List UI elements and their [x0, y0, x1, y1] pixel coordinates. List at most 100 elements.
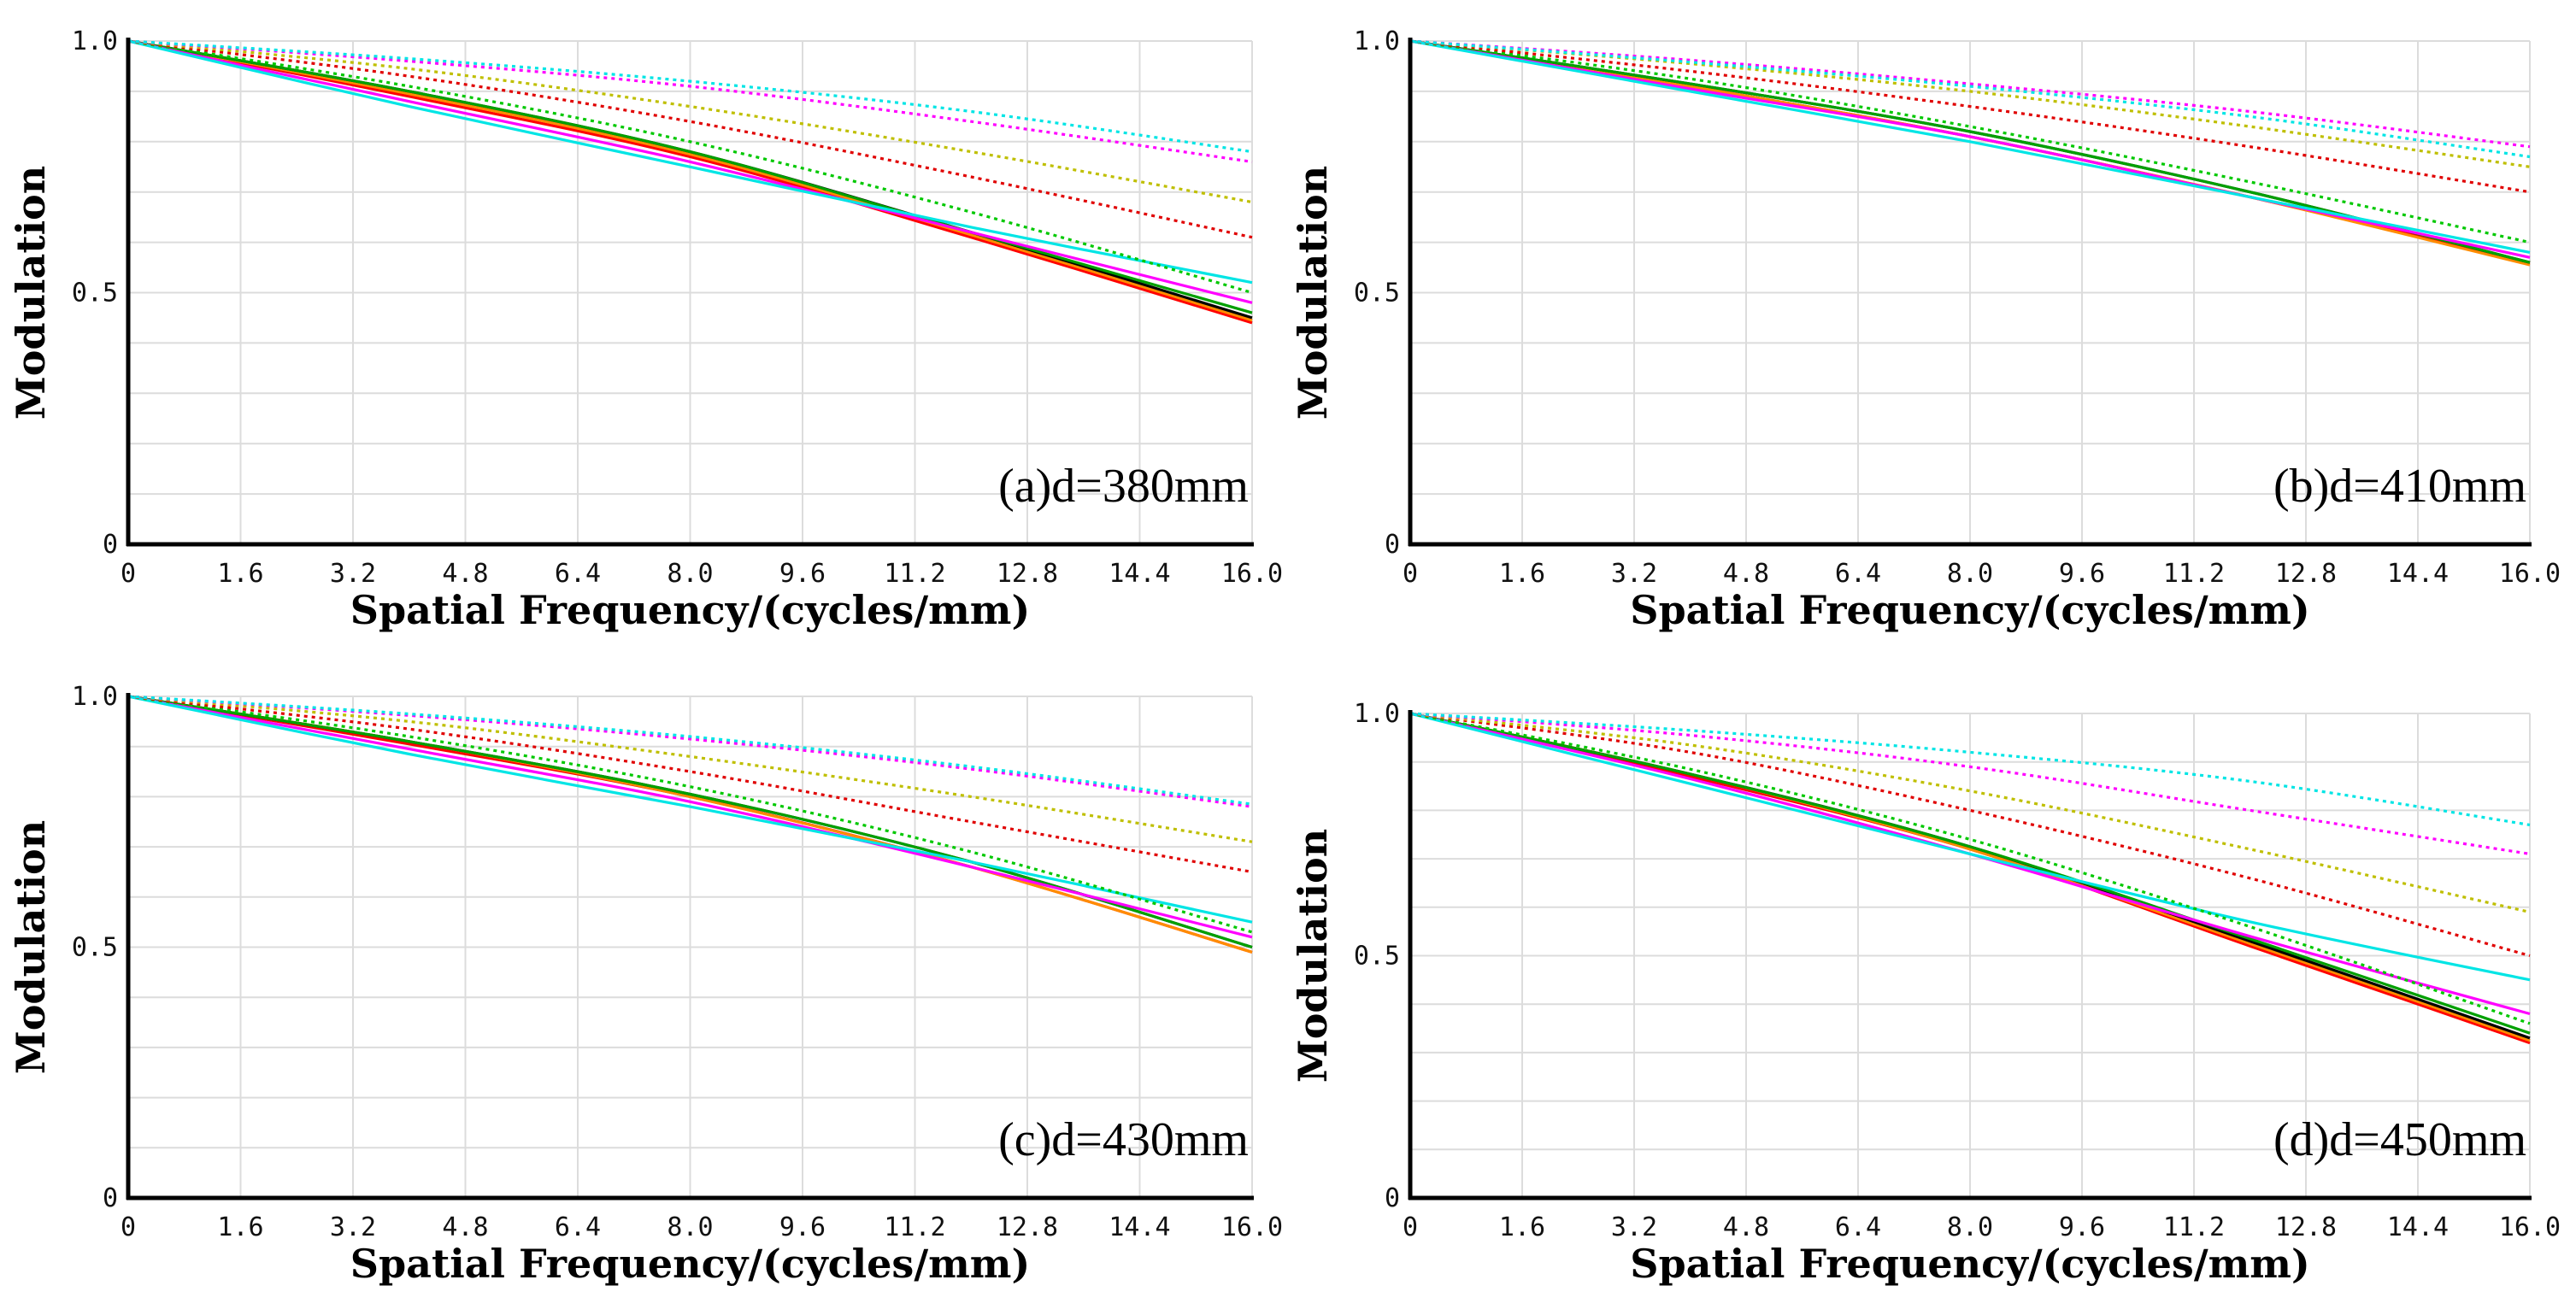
x-axis-title: Spatial Frequency/(cycles/mm)	[1630, 1241, 2309, 1287]
x-tick-label: 6.4	[555, 1212, 601, 1242]
series-line-5	[127, 39, 1253, 304]
x-tick-label: 12.8	[997, 559, 1058, 589]
series-line-11	[1409, 712, 2531, 826]
series-line-10	[127, 695, 1253, 808]
y-tick-label: 0.5	[72, 279, 118, 308]
series-line-5	[1409, 39, 2531, 259]
x-tick-label: 12.8	[2275, 559, 2337, 589]
series-line-6	[1409, 712, 2531, 982]
chart-panel-b: 0 1.6 3.2 4.8 6.4 8.0 9.6 11.2 12.8 14.4 16.0 0 0.5 1…	[1290, 26, 2561, 633]
y-tick-label: 1.0	[72, 682, 118, 712]
x-tick-label: 14.4	[1109, 559, 1170, 589]
x-tick-label: 11.2	[2163, 1212, 2225, 1242]
series-group	[127, 695, 1253, 954]
x-tick-label: 4.8	[442, 1212, 488, 1242]
series-line-9	[1409, 39, 2531, 168]
series-line-5	[127, 695, 1253, 939]
series-line-4	[1409, 712, 2531, 1035]
series-line-11	[1409, 39, 2531, 159]
series-line-6	[127, 695, 1253, 924]
grid	[1410, 40, 2531, 544]
grid	[1410, 713, 2531, 1198]
y-tick-label: 1.0	[1354, 699, 1400, 729]
x-tick-label: 14.4	[2387, 559, 2449, 589]
x-axis-title: Spatial Frequency/(cycles/mm)	[350, 587, 1030, 633]
x-tick-label: 3.2	[1611, 1212, 1657, 1242]
x-tick-label: 3.2	[330, 559, 376, 589]
series-line-2	[127, 39, 1253, 322]
x-tick-label: 11.2	[884, 559, 945, 589]
x-tick-label: 12.8	[997, 1212, 1058, 1242]
x-tick-label: 11.2	[2163, 559, 2225, 589]
series-line-11	[127, 39, 1253, 154]
y-axis-title: Modulation	[1290, 166, 1336, 420]
x-tick-label: 14.4	[2387, 1212, 2449, 1242]
x-tick-label: 4.8	[1723, 559, 1769, 589]
x-tick-label: 0	[121, 1212, 136, 1242]
x-tick-label: 3.2	[1611, 559, 1657, 589]
y-tick-label: 0.5	[72, 933, 118, 963]
y-axis-title: Modulation	[1290, 829, 1336, 1083]
chart-panel-c: 0 1.6 3.2 4.8 6.4 8.0 9.6 11.2 12.8 14.4 16.0 0 0.5 1…	[8, 682, 1283, 1287]
panel-label: (b)d=410mm	[2273, 460, 2526, 513]
series-line-8	[1409, 39, 2531, 194]
x-tick-label: 1.6	[1499, 1212, 1545, 1242]
x-tick-label: 9.6	[2059, 1212, 2105, 1242]
x-tick-label: 8.0	[1947, 559, 1993, 589]
series-group	[1409, 712, 2531, 1045]
x-tick-label: 4.8	[442, 559, 488, 589]
series-group	[127, 39, 1253, 325]
x-tick-label: 8.0	[1947, 1212, 1993, 1242]
series-line-6	[1409, 39, 2531, 254]
y-tick-label: 0	[103, 1183, 118, 1213]
x-tick-label: 1.6	[217, 1212, 263, 1242]
chart-panel-d: 0 1.6 3.2 4.8 6.4 8.0 9.6 11.2 12.8 14.4 16.0 0 0.5 1…	[1290, 699, 2561, 1287]
series-line-8	[127, 39, 1253, 239]
x-tick-label: 6.4	[555, 559, 601, 589]
y-tick-label: 0	[1385, 1183, 1400, 1213]
panel-label: (c)d=430mm	[998, 1113, 1249, 1166]
x-tick-label: 16.0	[1221, 559, 1283, 589]
panel-label: (a)d=380mm	[998, 460, 1249, 513]
x-tick-label: 6.4	[1835, 559, 1881, 589]
series-line-7	[127, 39, 1253, 295]
x-tick-label: 1.6	[1499, 559, 1545, 589]
y-tick-label: 0	[103, 530, 118, 560]
x-tick-label: 9.6	[779, 559, 826, 589]
series-line-1	[127, 39, 1253, 325]
x-tick-label: 0	[121, 559, 136, 589]
x-tick-label: 8.0	[667, 1212, 713, 1242]
series-line-10	[127, 39, 1253, 163]
x-tick-label: 16.0	[1221, 1212, 1283, 1242]
chart-panel-a: 0 1.6 3.2 4.8 6.4 8.0 9.6 11.2 12.8 14.4 16.0 0 0.5 1…	[8, 26, 1283, 633]
series-line-4	[127, 39, 1253, 314]
x-tick-label: 14.4	[1109, 1212, 1170, 1242]
x-tick-label: 4.8	[1723, 1212, 1769, 1242]
x-tick-label: 8.0	[667, 559, 713, 589]
x-tick-label: 16.0	[2499, 559, 2561, 589]
series-line-7	[127, 695, 1253, 934]
y-tick-label: 0.5	[1354, 279, 1400, 308]
series-line-7	[1409, 712, 2531, 1025]
y-axis-title: Modulation	[8, 166, 54, 420]
y-axis-title: Modulation	[8, 820, 54, 1074]
x-axis-title: Spatial Frequency/(cycles/mm)	[1630, 587, 2309, 633]
x-tick-label: 12.8	[2275, 1212, 2337, 1242]
x-tick-label: 16.0	[2499, 1212, 2561, 1242]
y-tick-label: 0	[1385, 530, 1400, 560]
x-tick-label: 0	[1403, 1212, 1418, 1242]
x-tick-label: 3.2	[330, 1212, 376, 1242]
x-tick-label: 9.6	[2059, 559, 2105, 589]
x-axis-title: Spatial Frequency/(cycles/mm)	[350, 1241, 1030, 1287]
series-line-10	[1409, 712, 2531, 855]
series-line-9	[127, 695, 1253, 843]
series-group	[1409, 39, 2531, 267]
panel-label: (d)d=450mm	[2273, 1113, 2526, 1166]
y-tick-label: 1.0	[1354, 26, 1400, 56]
x-tick-label: 9.6	[779, 1212, 826, 1242]
series-line-11	[127, 695, 1253, 806]
series-line-6	[127, 39, 1253, 285]
x-tick-label: 11.2	[884, 1212, 945, 1242]
x-tick-label: 0	[1403, 559, 1418, 589]
